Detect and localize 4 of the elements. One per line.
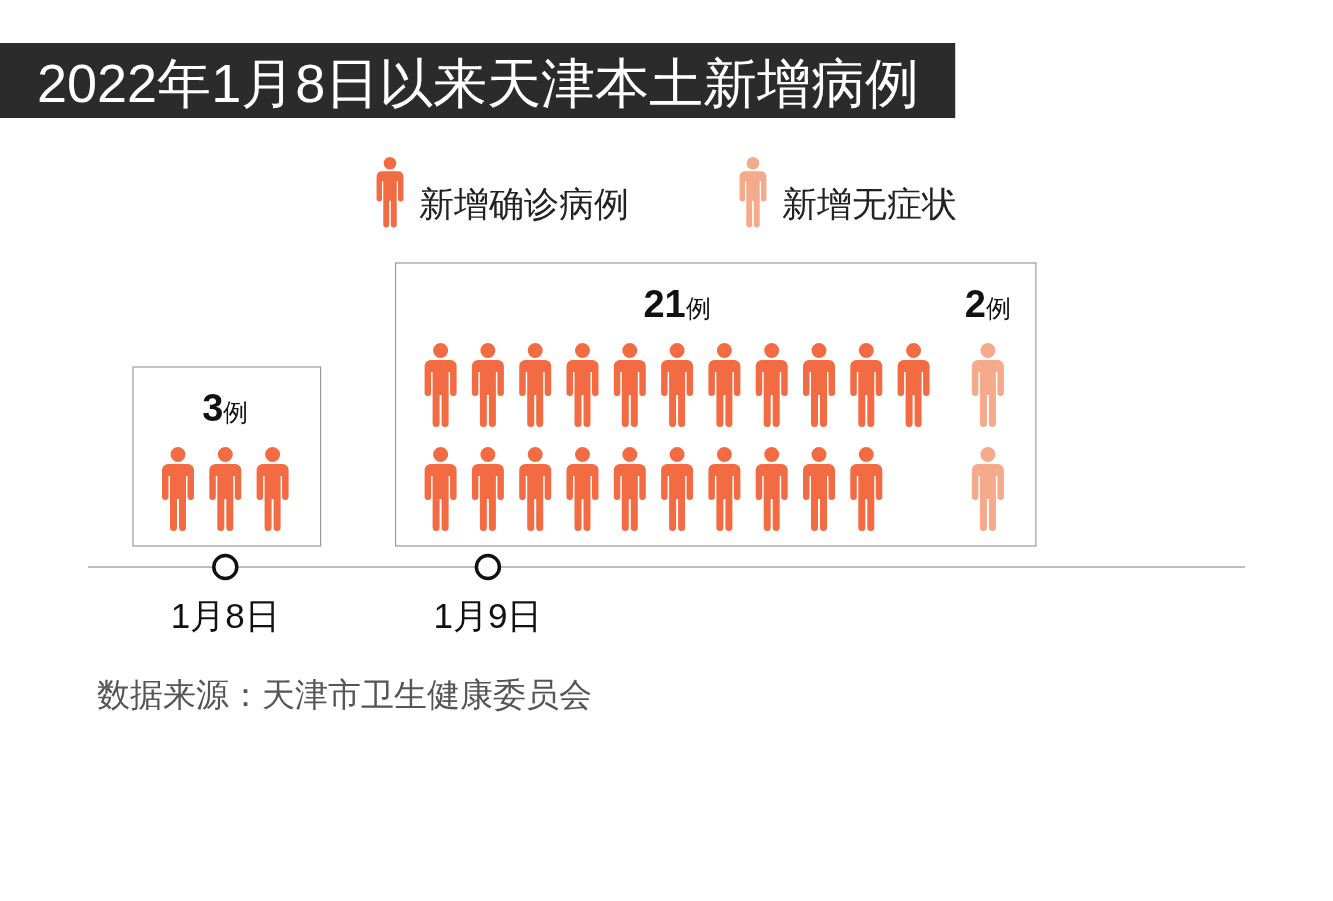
- legend-label: 新增无症状: [782, 184, 957, 223]
- legend-label: 新增确诊病例: [419, 184, 629, 223]
- annotation: 数据来源：天津市卫生健康委员会: [97, 676, 592, 713]
- title: 2022年1月8日以来天津本土新增病例: [0, 43, 956, 118]
